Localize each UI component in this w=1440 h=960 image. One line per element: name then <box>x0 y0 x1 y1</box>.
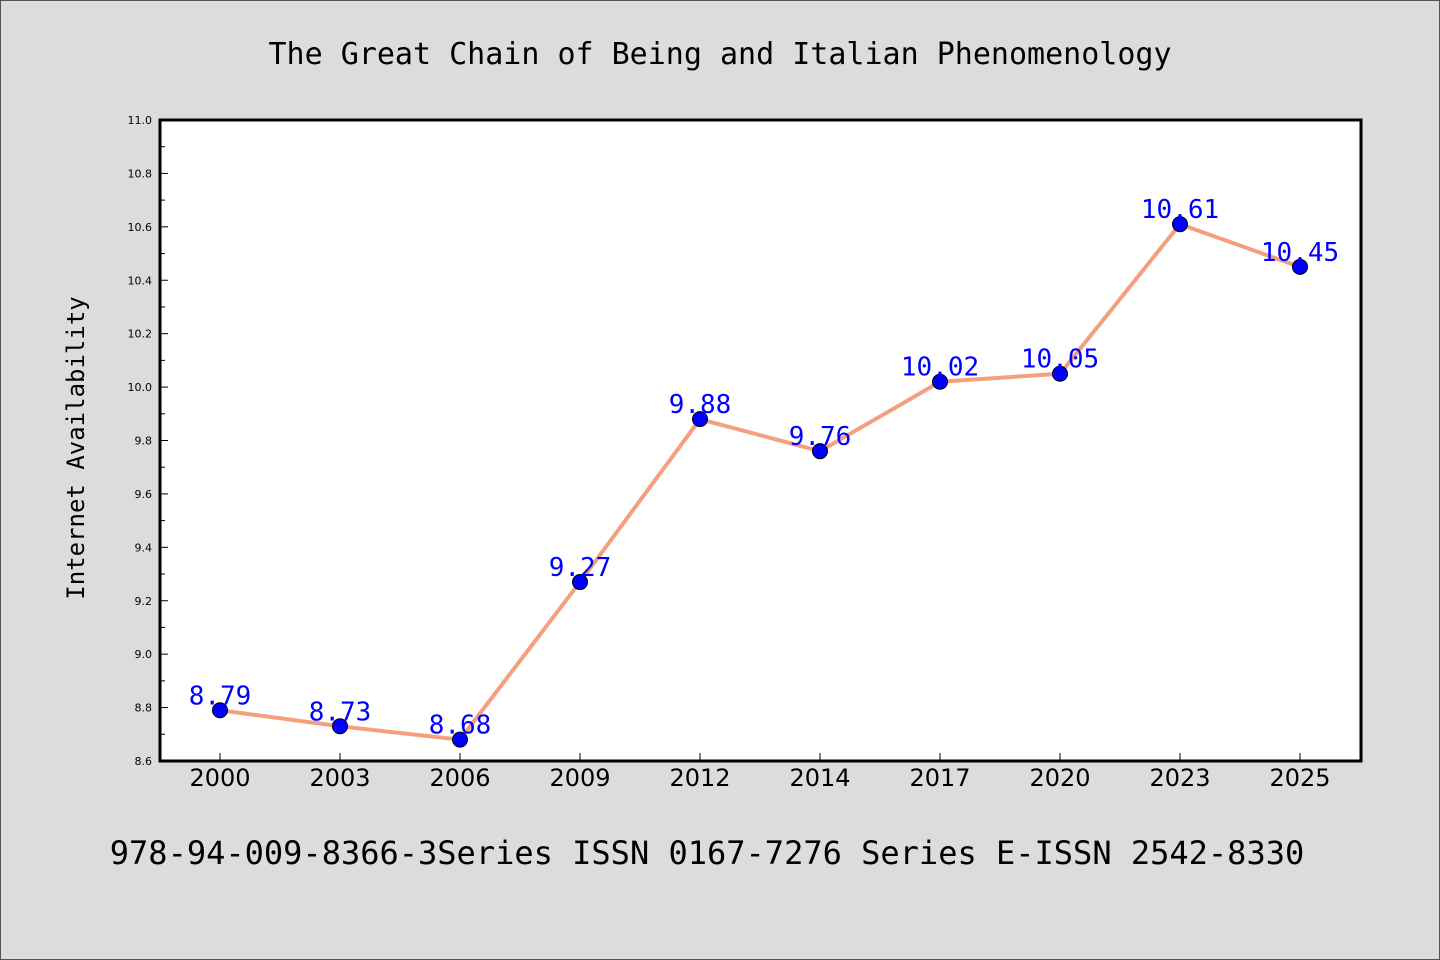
y-tick-label: 9.0 <box>135 648 153 661</box>
data-point <box>1052 365 1068 382</box>
x-tick-label: 2003 <box>309 764 370 792</box>
data-label: 8.79 <box>189 681 252 711</box>
x-tick-label: 2009 <box>549 764 610 792</box>
y-tick-label: 10.4 <box>128 274 153 287</box>
data-label: 9.27 <box>549 553 612 583</box>
data-label: 8.73 <box>309 697 372 727</box>
data-label: 9.76 <box>789 422 852 452</box>
y-tick-label: 10.8 <box>128 167 153 180</box>
y-tick-label: 10.2 <box>128 328 153 341</box>
data-label: 10.45 <box>1261 238 1339 268</box>
y-tick-label: 9.8 <box>135 435 153 448</box>
data-point <box>692 411 708 428</box>
y-tick-label: 10.6 <box>128 221 153 234</box>
data-point <box>212 702 228 719</box>
data-point <box>812 443 828 460</box>
y-tick-label: 10.0 <box>128 381 153 394</box>
footer-identifiers: 978-94-009-8366-3Series ISSN 0167-7276 S… <box>110 834 1304 872</box>
chart-title: The Great Chain of Being and Italian Phe… <box>268 37 1171 72</box>
data-point <box>332 718 348 735</box>
x-tick-label: 2020 <box>1029 764 1090 792</box>
x-tick-label: 2000 <box>189 764 250 792</box>
data-point <box>572 574 588 591</box>
x-tick-label: 2014 <box>789 764 850 792</box>
y-tick-label: 8.8 <box>135 702 153 715</box>
data-point <box>1172 216 1188 233</box>
x-tick-label: 2023 <box>1149 764 1210 792</box>
y-tick-label: 8.6 <box>135 755 153 768</box>
data-point <box>932 373 948 390</box>
x-tick-label: 2017 <box>909 764 970 792</box>
data-label: 10.61 <box>1141 195 1219 225</box>
data-points <box>212 216 1308 748</box>
plot-area <box>158 118 1363 763</box>
data-label: 10.02 <box>901 353 979 383</box>
y-tick-label: 9.6 <box>135 488 153 501</box>
y-tick-label: 11.0 <box>128 114 153 127</box>
data-labels: 8.79 8.73 8.68 9.27 9.88 9.76 10.02 10.05 10.61 1… <box>189 195 1339 740</box>
x-axis: 2000 2003 2006 2009 2012 2014 2017 2020 2023 2025 <box>189 753 1331 792</box>
data-point <box>1292 258 1308 275</box>
data-point <box>452 731 468 748</box>
data-label: 10.05 <box>1021 345 1099 375</box>
data-label: 8.68 <box>429 711 492 741</box>
y-tick-label: 9.2 <box>135 595 153 608</box>
data-label: 9.88 <box>669 390 732 420</box>
y-axis: 8.6 8.8 9.0 9.2 9.4 9.6 9.8 10.0 10.2 10.4 10.6 10.… <box>128 114 168 768</box>
x-tick-label: 2012 <box>669 764 730 792</box>
y-axis-label: Internet Availability <box>62 296 90 599</box>
x-tick-label: 2025 <box>1269 764 1330 792</box>
y-tick-label: 9.4 <box>135 541 153 554</box>
series-line <box>219 222 1301 742</box>
x-tick-label: 2006 <box>429 764 490 792</box>
